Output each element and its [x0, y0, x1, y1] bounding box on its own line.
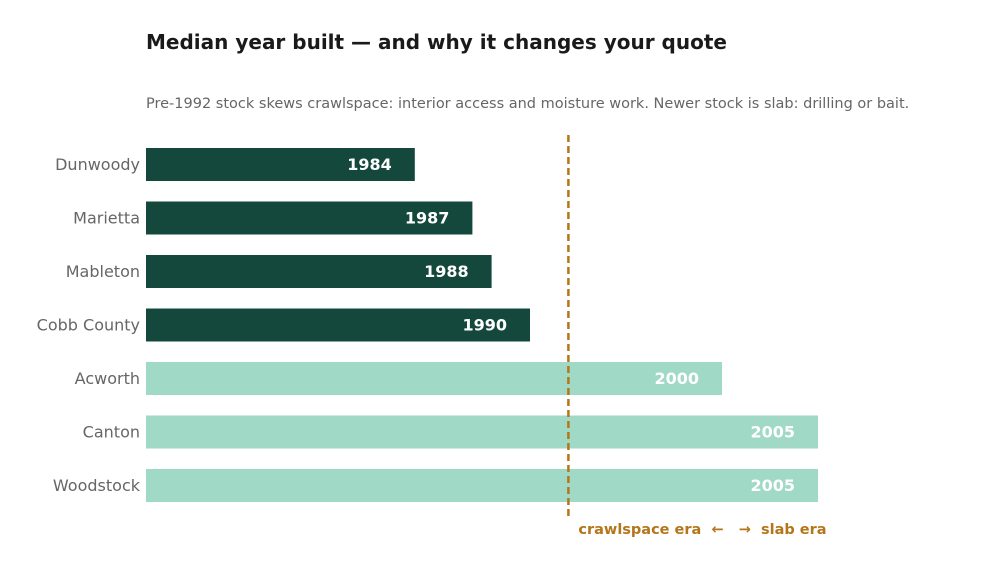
bar-cobb-county — [146, 308, 530, 342]
bar-acworth — [146, 362, 722, 395]
bar-canton — [146, 415, 818, 449]
value-label: 2005 — [750, 476, 795, 495]
bar-woodstock — [146, 469, 818, 502]
value-label: 1988 — [424, 262, 469, 281]
value-label: 1984 — [347, 155, 392, 174]
value-label: 2000 — [654, 369, 699, 388]
category-label: Acworth — [75, 369, 140, 388]
value-label: 1987 — [405, 209, 450, 228]
bar-marietta — [146, 201, 473, 235]
category-label: Canton — [83, 423, 140, 442]
value-label: 2005 — [750, 423, 795, 442]
category-label: Woodstock — [53, 476, 141, 495]
threshold-label: crawlspace era ← → slab era — [578, 522, 826, 538]
category-label: Mableton — [66, 262, 140, 281]
threshold-group: crawlspace era ← → slab era — [567, 135, 827, 538]
chart-subtitle: Pre-1992 stock skews crawlspace: interio… — [146, 96, 910, 112]
category-label: Marietta — [73, 209, 140, 228]
bars-group: Dunwoody 1984 Marietta 1987 Mableton 1988 Cobb… — [37, 148, 818, 502]
category-label: Dunwoody — [55, 155, 140, 174]
value-label: 1990 — [462, 316, 507, 335]
chart-title: Median year built — and why it changes y… — [146, 30, 727, 54]
bar-mableton — [146, 255, 492, 288]
category-label: Cobb County — [37, 316, 140, 335]
bar-dunwoody — [146, 148, 415, 181]
